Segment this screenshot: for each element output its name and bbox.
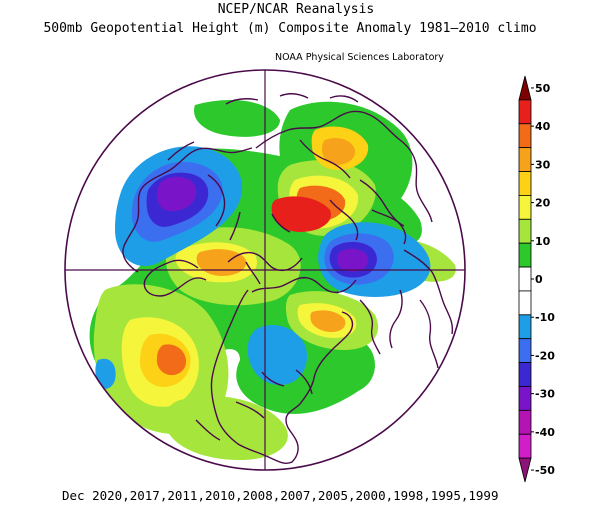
colorbar-label: 40 — [535, 120, 551, 133]
colorbar-segment — [518, 242, 532, 268]
colorbar-segment — [518, 290, 532, 316]
composite-dates: Dec 2020,2017,2011,2010,2008,2007,2005,2… — [62, 488, 499, 503]
colorbar-segments — [518, 75, 532, 483]
colorbar-label: 50 — [535, 82, 551, 95]
colorbar-label: 10 — [535, 235, 551, 248]
colorbar-segment — [518, 409, 532, 435]
colorbar-label: -10 — [535, 311, 555, 324]
anomaly-field — [89, 100, 456, 460]
colorbar-segment — [518, 195, 532, 220]
colorbar-label: -20 — [535, 349, 555, 362]
colorbar-segment — [518, 433, 532, 459]
colorbar-label: -40 — [535, 426, 555, 439]
colorbar-segment — [518, 75, 532, 101]
colorbar-segment — [518, 386, 532, 411]
map-subtitle: 500mb Geopotential Height (m) Composite … — [43, 21, 537, 36]
colorbar-label: -30 — [535, 388, 555, 401]
graticule — [65, 70, 465, 470]
colorbar-segment — [518, 99, 532, 125]
map-boundary — [64, 69, 466, 471]
colorbar-segment — [518, 457, 532, 483]
map-title: NCEP/NCAR Reanalysis — [217, 2, 375, 17]
colorbar-segment — [518, 147, 532, 172]
colorbar-label: 0 — [535, 273, 543, 286]
colorbar-segment — [518, 123, 532, 149]
colorbar-segment — [518, 362, 532, 387]
colorbar-segment — [518, 338, 532, 363]
coastlines — [122, 93, 454, 465]
colorbar-segment — [518, 314, 532, 340]
colorbar-segment — [518, 171, 532, 196]
colorbar-segment — [518, 266, 532, 292]
colorbar-segment — [518, 218, 532, 244]
colorbar-label: 30 — [535, 158, 551, 171]
colorbar-label: 20 — [535, 197, 551, 210]
colorbar-labels: 50 40 30 20 10 0 -10 -20 -30 -40 -50 — [531, 82, 555, 477]
colorbar-label: -50 — [535, 464, 555, 477]
credit-label: NOAA Physical Sciences Laboratory — [275, 52, 444, 63]
